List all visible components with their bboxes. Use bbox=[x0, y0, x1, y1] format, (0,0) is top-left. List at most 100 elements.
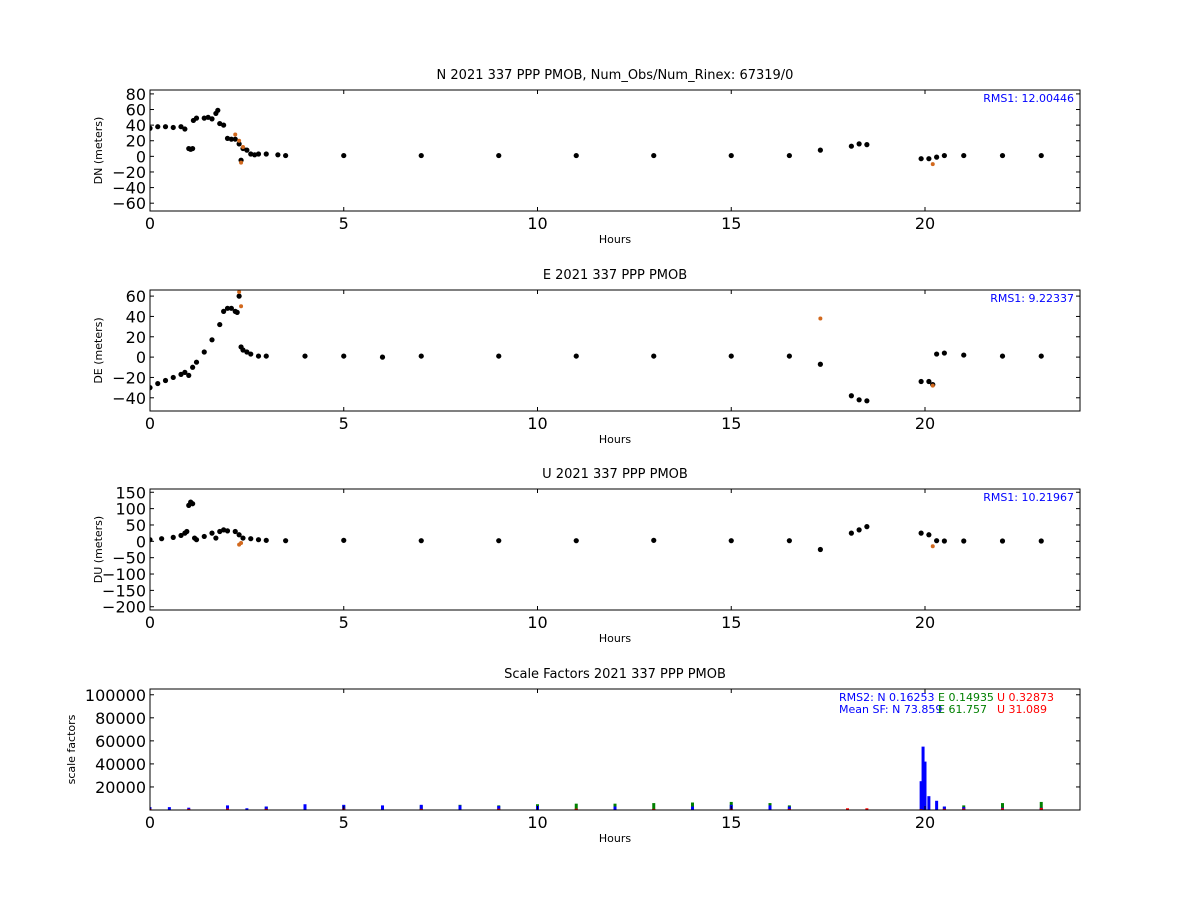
point-1-12 bbox=[209, 530, 215, 536]
point-1-38 bbox=[926, 378, 932, 385]
plot-area bbox=[150, 290, 1044, 404]
y-axis-label: DN (meters) bbox=[92, 117, 105, 185]
y-tick-label: 80000 bbox=[95, 709, 146, 728]
bar-U-15 bbox=[962, 808, 966, 810]
point-1-30 bbox=[786, 538, 792, 544]
point-1-46 bbox=[961, 152, 967, 159]
point-1-0 bbox=[150, 125, 153, 131]
plot-area bbox=[150, 107, 1044, 167]
y-tick-label: 0 bbox=[136, 532, 146, 551]
point-1-32 bbox=[418, 152, 424, 159]
x-tick-label: 15 bbox=[721, 813, 741, 832]
point-1-16 bbox=[234, 309, 240, 315]
point-2-2 bbox=[930, 544, 935, 549]
point-1-29 bbox=[275, 152, 281, 158]
point-1-27 bbox=[418, 353, 424, 359]
sf-annotation-e: E 61.757 bbox=[938, 703, 987, 716]
point-1-41 bbox=[864, 142, 870, 148]
point-1-39 bbox=[961, 538, 967, 544]
point-1-11 bbox=[217, 321, 223, 328]
bar-N-6 bbox=[303, 804, 307, 810]
point-1-21 bbox=[255, 537, 262, 543]
point-1-34 bbox=[573, 152, 579, 159]
y-tick-label: −50 bbox=[112, 549, 146, 568]
point-1-21 bbox=[248, 351, 254, 357]
bar-U-11 bbox=[846, 808, 849, 810]
y-tick-label: 150 bbox=[115, 483, 146, 502]
point-1-25 bbox=[418, 538, 424, 544]
point-1-5 bbox=[182, 369, 188, 375]
point-1-25 bbox=[341, 353, 347, 359]
point-2-4 bbox=[930, 162, 935, 167]
point-1-0 bbox=[150, 385, 153, 391]
chart-title: Scale Factors 2021 337 PPP PMOB bbox=[504, 667, 726, 682]
bar-E-11 bbox=[691, 802, 694, 810]
y-tick-label: 20 bbox=[126, 132, 146, 151]
x-tick-label: 10 bbox=[527, 613, 547, 632]
point-1-23 bbox=[263, 353, 269, 359]
point-1-15 bbox=[215, 107, 221, 113]
point-2-0 bbox=[233, 132, 238, 137]
y-tick-label: −200 bbox=[102, 598, 146, 617]
point-1-39 bbox=[848, 143, 854, 149]
y-tick-label: −20 bbox=[112, 163, 146, 182]
x-tick-label: 0 bbox=[145, 613, 155, 632]
bar-N-3 bbox=[226, 805, 229, 810]
chart-title: U 2021 337 PPP PMOB bbox=[542, 467, 688, 482]
point-1-26 bbox=[252, 152, 258, 158]
bar-N-4 bbox=[245, 808, 249, 810]
bar-N-13 bbox=[613, 806, 617, 810]
bar-E-18 bbox=[1039, 801, 1043, 810]
bar-N-14 bbox=[691, 806, 694, 810]
point-1-11 bbox=[201, 533, 207, 540]
point-1-43 bbox=[926, 156, 932, 162]
bar-E-17 bbox=[1001, 803, 1004, 810]
point-1-27 bbox=[255, 151, 262, 157]
x-tick-label: 5 bbox=[339, 813, 349, 832]
bar-N-21 bbox=[927, 796, 931, 810]
x-tick-label: 10 bbox=[527, 214, 547, 233]
bar-N-1 bbox=[167, 807, 171, 810]
point-1-33 bbox=[817, 361, 823, 367]
point-2-1 bbox=[237, 138, 242, 143]
bar-N-18 bbox=[919, 781, 923, 810]
point-1-31 bbox=[817, 546, 823, 553]
y-tick-label: 60000 bbox=[95, 732, 146, 751]
x-axis-label: Hours bbox=[599, 233, 631, 246]
sf-annotation-label: RMS2: N 0.16253 bbox=[839, 691, 935, 704]
bar-U-16 bbox=[1001, 808, 1004, 810]
point-1-31 bbox=[341, 152, 347, 159]
x-axis-label: Hours bbox=[599, 832, 631, 845]
point-1-13 bbox=[224, 305, 231, 311]
point-1-36 bbox=[926, 532, 932, 538]
point-1-2 bbox=[162, 124, 169, 130]
point-1-1 bbox=[155, 380, 161, 387]
y-tick-label: −150 bbox=[102, 581, 146, 600]
x-tick-label: 10 bbox=[527, 414, 547, 433]
point-1-20 bbox=[232, 136, 238, 142]
y-tick-label: 80 bbox=[126, 85, 146, 104]
point-1-34 bbox=[864, 524, 870, 530]
axes-frame bbox=[149, 289, 1081, 412]
bar-N-8 bbox=[381, 805, 384, 810]
y-tick-label: 60 bbox=[126, 287, 146, 306]
rms-annotation: RMS1: 9.22337 bbox=[990, 292, 1074, 305]
x-tick-label: 20 bbox=[915, 813, 935, 832]
point-1-1 bbox=[159, 536, 165, 542]
x-tick-label: 5 bbox=[339, 414, 349, 433]
point-1-16 bbox=[224, 528, 231, 534]
rms-annotation: RMS1: 10.21967 bbox=[983, 491, 1074, 504]
point-1-11 bbox=[201, 115, 207, 121]
bar-N-20 bbox=[923, 761, 927, 810]
point-2-1 bbox=[239, 540, 244, 545]
point-1-38 bbox=[941, 538, 947, 544]
point-1-35 bbox=[856, 397, 862, 403]
x-tick-label: 10 bbox=[527, 813, 547, 832]
point-1-13 bbox=[213, 535, 219, 541]
point-1-27 bbox=[573, 538, 579, 544]
point-1-40 bbox=[856, 141, 862, 147]
